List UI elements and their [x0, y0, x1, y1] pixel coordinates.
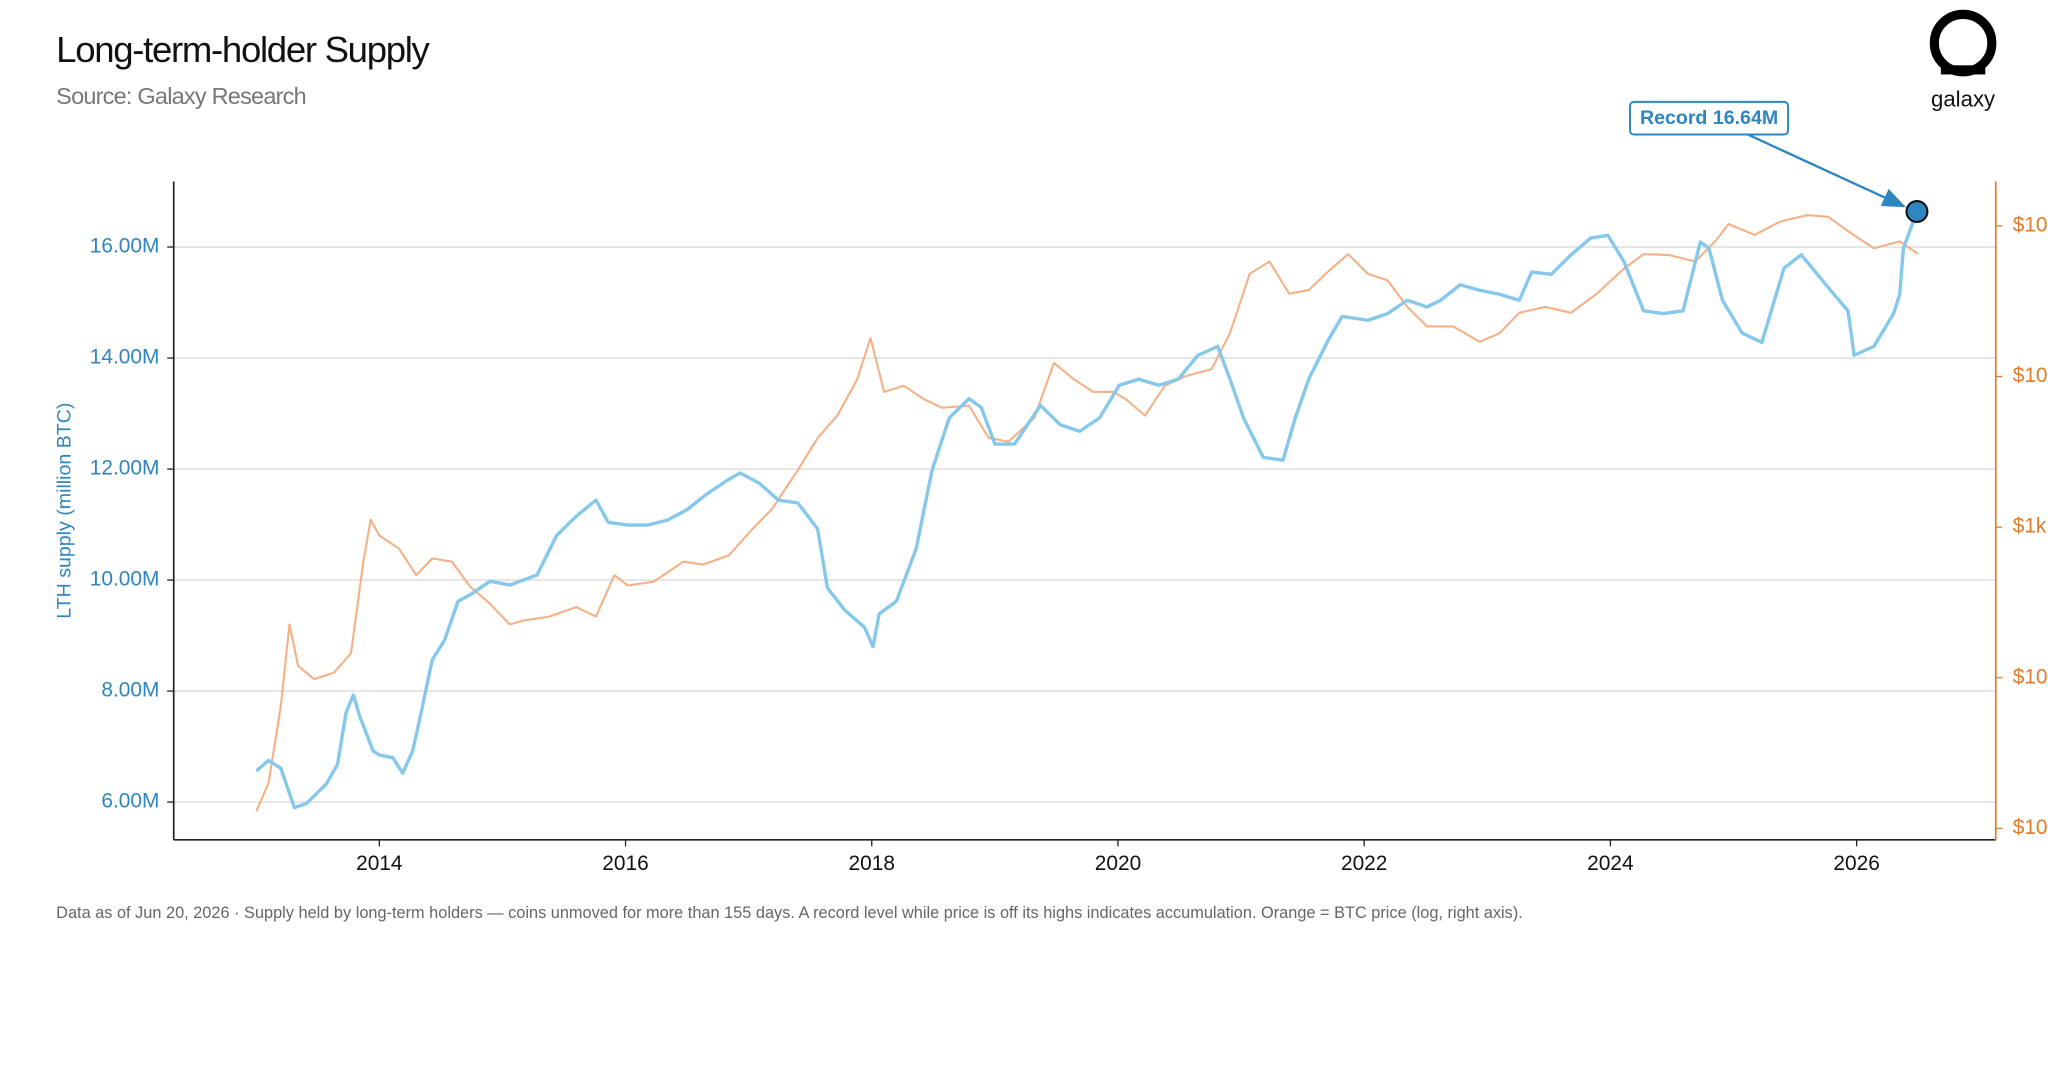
x-tick-label: 2024: [1587, 852, 1633, 875]
record-marker: [1905, 200, 1929, 224]
chart-subtitle: Source: Galaxy Research: [56, 83, 306, 109]
x-tick-label: 2026: [1833, 852, 1879, 875]
y-axis-title: LTH supply (million BTC): [53, 403, 75, 619]
annotation: Record 16.64M: [1640, 107, 1778, 129]
y-tick-label: 12.00M: [90, 457, 160, 480]
y-tick-label: 10.00M: [90, 568, 160, 591]
y-tick-label: 8.00M: [101, 679, 159, 702]
series-line: [255, 214, 1919, 812]
x-tick-label: 2020: [1095, 852, 1141, 875]
annotation-arrow: [1744, 132, 1907, 208]
x-tick-label: 2016: [602, 852, 648, 875]
y2-tick-label: $10: [2013, 816, 2048, 839]
y2-tick-label: $100: [2013, 665, 2048, 688]
series-line: [255, 210, 1919, 810]
x-tick-label: 2018: [849, 852, 895, 875]
y2-tick-label: $1k: [2013, 515, 2047, 538]
y2-tick-label: $10k: [2013, 364, 2048, 387]
footnote: Data as of Jun 20, 2026 · Supply held by…: [56, 903, 1523, 923]
x-tick-label: 2014: [356, 852, 402, 875]
footnote-box: Data as of Jun 20, 2026 · Supply held by…: [56, 903, 1523, 923]
brand: galaxy: [1931, 86, 1996, 111]
y2-tick-label: $100k: [2013, 213, 2048, 236]
x-tick-label: 2022: [1341, 852, 1387, 875]
annotation-box: [1629, 100, 1790, 136]
y-tick-label: 16.00M: [90, 235, 160, 258]
y-tick-label: 6.00M: [101, 790, 159, 813]
y-tick-label: 14.00M: [90, 346, 160, 369]
chart-title: Long-term-holder Supply: [56, 29, 430, 70]
logo: galaxy: [1929, 9, 1997, 111]
